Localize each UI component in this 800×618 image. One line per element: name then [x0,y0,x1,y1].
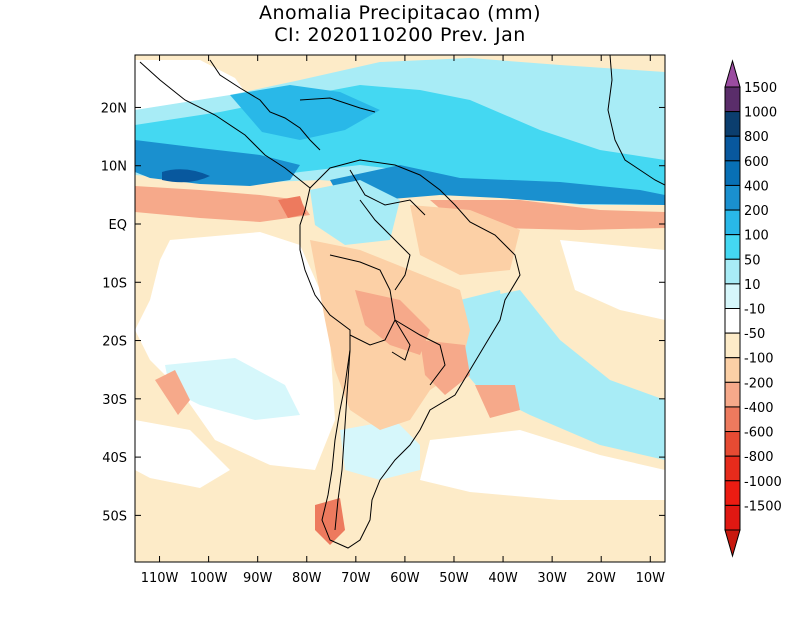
colorbar-swatch [724,381,741,408]
positive-region-northwest-amazon [310,180,400,245]
colorbar-label: 800 [744,130,769,145]
lat-tick-label: 50S [102,509,127,524]
colorbar-swatch [724,160,741,186]
border-brazil-west [359,199,411,291]
colorbar-top-arrow [724,59,741,88]
colorbar-label: -100 [744,352,774,367]
border-argentina-chile [334,349,351,531]
lat-tick-label: 40S [102,451,127,466]
colorbar-label: -400 [744,401,774,416]
lat-tick-label: EQ [109,218,127,233]
axis-labels: 20N 10N EQ 10S 20S 30S 40S 50S 110W 100W 90W 80W 70W… [101,101,665,586]
colorbar-label: -200 [744,376,774,391]
coastline-south-america [299,159,521,549]
lon-tick-label: 50W [439,571,469,586]
colorbar-swatch [724,455,741,482]
coastline-africa [607,55,665,186]
colorbar-label: 200 [744,204,769,219]
colorbar-swatch [724,258,741,285]
lon-tick-label: 70W [341,571,371,586]
lat-tick-label: 10N [101,160,127,175]
colorbar-label: -800 [744,450,774,465]
colorbar-swatch [724,135,741,162]
colorbar-bottom-arrow [724,529,741,558]
negative-band-equatorial-pacific [135,186,310,222]
coastline-central-america [139,61,311,189]
lon-tick-label: 100W [190,571,228,586]
lon-tick-label: 60W [390,571,420,586]
colorbar-label: -1500 [744,499,782,514]
colorbar-label: 50 [744,253,761,268]
colorbar-swatch [724,209,741,236]
colorbar-swatch [724,431,741,457]
neutral-region-atlantic-east [560,240,665,320]
positive-region-pacific-south [165,358,300,420]
positive-band-itcz-max [162,169,210,183]
negative-region-amazon-north [410,205,520,275]
colorbar-swatch [724,234,741,260]
colorbar-label: -10 [744,303,765,318]
lon-tick-label: 90W [243,571,273,586]
neutral-region-south-atlantic [420,430,665,500]
negative-region-south-atlantic-offshore [475,385,520,418]
lon-tick-label: 80W [292,571,322,586]
lat-tick-label: 20S [102,335,127,350]
border-paraguay [391,319,411,361]
colorbar-label: 1500 [744,81,777,96]
border-venezuela [349,169,426,216]
axis-ticks [135,55,665,562]
colorbar-label: 1000 [744,106,777,121]
colorbar-swatch [724,308,741,334]
anomaly-field [135,55,665,562]
lon-tick-label: 20W [587,571,617,586]
colorbar-swatch [724,332,741,359]
lat-tick-label: 30S [102,393,127,408]
colorbar: 1500 1000 800 600 400 200 100 50 10 -10 -50 -100 -20… [724,59,782,558]
colorbar-swatch [724,357,741,383]
lat-tick-label: 20N [101,101,127,116]
positive-region-caribbean [230,85,380,140]
colorbar-label: 100 [744,229,769,244]
lon-tick-label: 40W [488,571,518,586]
colorbar-label: 10 [744,278,761,293]
plot-frame [134,54,666,563]
coastlines [139,55,665,549]
border-brazil-south [394,319,446,386]
colorbar-swatch [724,504,741,531]
colorbar-swatch [724,283,741,309]
lon-tick-label: 30W [537,571,567,586]
colorbar-label: 600 [744,155,769,170]
map-subtitle: CI: 2020110200 Prev. Jan [274,24,526,46]
positive-region-south-atlantic [455,290,665,460]
lon-tick-label: 10W [636,571,666,586]
colorbar-label: -50 [744,327,765,342]
neutral-region-southwest-pacific [135,420,230,488]
colorbar-label: 400 [744,179,769,194]
colorbar-label: -1000 [744,475,782,490]
negative-region-coast-colombia [278,196,306,218]
border-andes-bolivia [329,254,396,346]
colorbar-swatch [724,406,741,433]
colorbar-swatch [724,480,741,506]
negative-region-pacific-southwest [155,370,190,415]
colorbar-swatch [724,86,741,113]
colorbar-label: -600 [744,426,774,441]
positive-region-venezuela [330,165,665,205]
positive-region-patagonia-coast [340,420,420,480]
colorbar-swatch [724,111,741,137]
colorbar-swatch [724,184,741,211]
negative-region-bolivia [355,290,430,355]
lat-tick-label: 10S [102,276,127,291]
lon-tick-label: 110W [141,571,179,586]
coastline-gulf-mexico [209,59,321,151]
map-title: Anomalia Precipitacao (mm) [258,2,541,24]
positive-region-brazil-east [458,290,505,355]
coastline-cuba [299,97,376,113]
